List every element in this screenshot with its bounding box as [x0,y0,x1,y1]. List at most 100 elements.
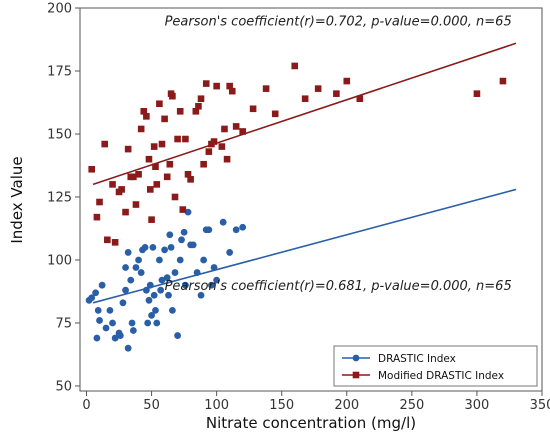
x-tick-label: 50 [143,398,160,413]
y-axis: 50 75 100 125 150 175 200 [47,2,80,394]
modified-drastic-point [218,143,226,150]
y-tick-label: 75 [55,316,72,331]
modified-drastic-point [223,155,231,163]
drastic-point [132,264,140,271]
modified-drastic-point [187,176,194,183]
drastic-point [146,281,154,289]
modified-drastic-point [130,173,137,181]
drastic-point [142,286,150,294]
modified-drastic-point [221,125,228,133]
trend-line-drastic [92,188,517,304]
drastic-point [155,256,163,264]
drastic-point [205,226,213,234]
modified-drastic-point [111,239,119,246]
drastic-point [102,324,110,332]
modified-drastic-point [184,171,192,178]
drastic-point [157,286,165,294]
modified-drastic-point [137,125,145,133]
drastic-point [93,334,101,342]
drastic-point [98,281,106,289]
modified-drastic-point [135,171,142,178]
modified-drastic-point [343,77,351,85]
drastic-point [210,264,218,271]
drastic-point [150,291,158,299]
modified-drastic-point [163,173,171,181]
drastic-point [148,312,155,319]
drastic-point [219,218,227,226]
modified-drastic-point [179,206,187,213]
modified-drastic-point [158,140,166,148]
modified-drastic-point [169,92,176,100]
trend-lines [92,42,517,304]
modified-drastic-point [197,95,205,103]
drastic-point [111,334,119,342]
drastic-point [128,319,136,327]
drastic-point [232,226,240,234]
modified-drastic-point [291,62,299,70]
legend-label-drastic: DRASTIC Index [378,353,456,365]
drastic-point [189,241,197,249]
pearson-annotation: Pearson's coefficient(r)=0.702, p-value=… [165,15,512,30]
drastic-point [92,289,100,297]
modified-drastic-point [228,87,236,95]
modified-drastic-point [176,108,184,115]
drastic-point [167,243,175,251]
modified-drastic-point [161,115,168,123]
drastic-point [169,306,176,314]
modified-drastic-point [473,90,481,97]
modified-drastic-point [122,208,129,216]
modified-drastic-point [148,216,155,223]
modified-drastic-point [200,160,207,168]
modified-drastic-point [88,165,96,173]
annotations: Pearson's coefficient(r)=0.702, p-value=… [165,15,512,295]
x-axis: 0 50 100 150 200 250 300 350 [82,391,550,413]
modified-drastic-point [232,123,240,130]
legend-marker-modified-drastic [352,371,360,379]
y-tick-label: 200 [47,2,72,17]
drastic-point [193,269,201,276]
modified-drastic-point [156,100,163,108]
drastic-point [137,269,145,276]
y-tick-label: 100 [47,253,72,268]
x-tick-label: 200 [334,398,359,413]
x-tick-label: 150 [269,398,294,413]
drastic-point [180,228,188,236]
modified-drastic-point [202,80,210,87]
modified-drastic-point [195,102,202,110]
drastic-point [116,332,124,339]
x-tick-label: 0 [82,398,90,413]
drastic-point [94,306,102,314]
modified-drastic-point [182,135,189,143]
modified-drastic-point [104,236,111,244]
modified-drastic-point [101,140,109,148]
drastic-point [197,291,205,299]
drastic-point [184,208,192,216]
drastic-point [152,306,159,314]
drastic-point [119,299,127,307]
modified-drastic-point [226,82,233,90]
drastic-point [109,319,116,327]
x-tick-label: 300 [465,398,490,413]
drastic-point [165,291,172,299]
modified-drastic-point [146,186,154,193]
modified-drastic-point [132,201,140,208]
modified-drastic-point [262,85,270,92]
x-tick-label: 250 [399,398,424,413]
modified-drastic-point [96,198,103,206]
drastic-point [166,231,174,239]
trend-line-modified-drastic [92,42,517,186]
modified-drastic-point [140,108,148,115]
modified-drastic-point [192,108,200,115]
drastic-point [144,319,152,327]
modified-drastic-point [143,113,150,120]
drastic-point [161,246,168,254]
y-axis-title: Index Value [8,156,26,243]
drastic-point [135,256,142,264]
drastic-point [163,274,171,282]
drastic-point [213,276,221,284]
modified-drastic-point [153,181,161,188]
drastic-point [200,256,208,264]
modified-drastic-point [239,128,246,135]
modified-drastic-point [150,143,158,150]
drastic-point [141,243,149,251]
